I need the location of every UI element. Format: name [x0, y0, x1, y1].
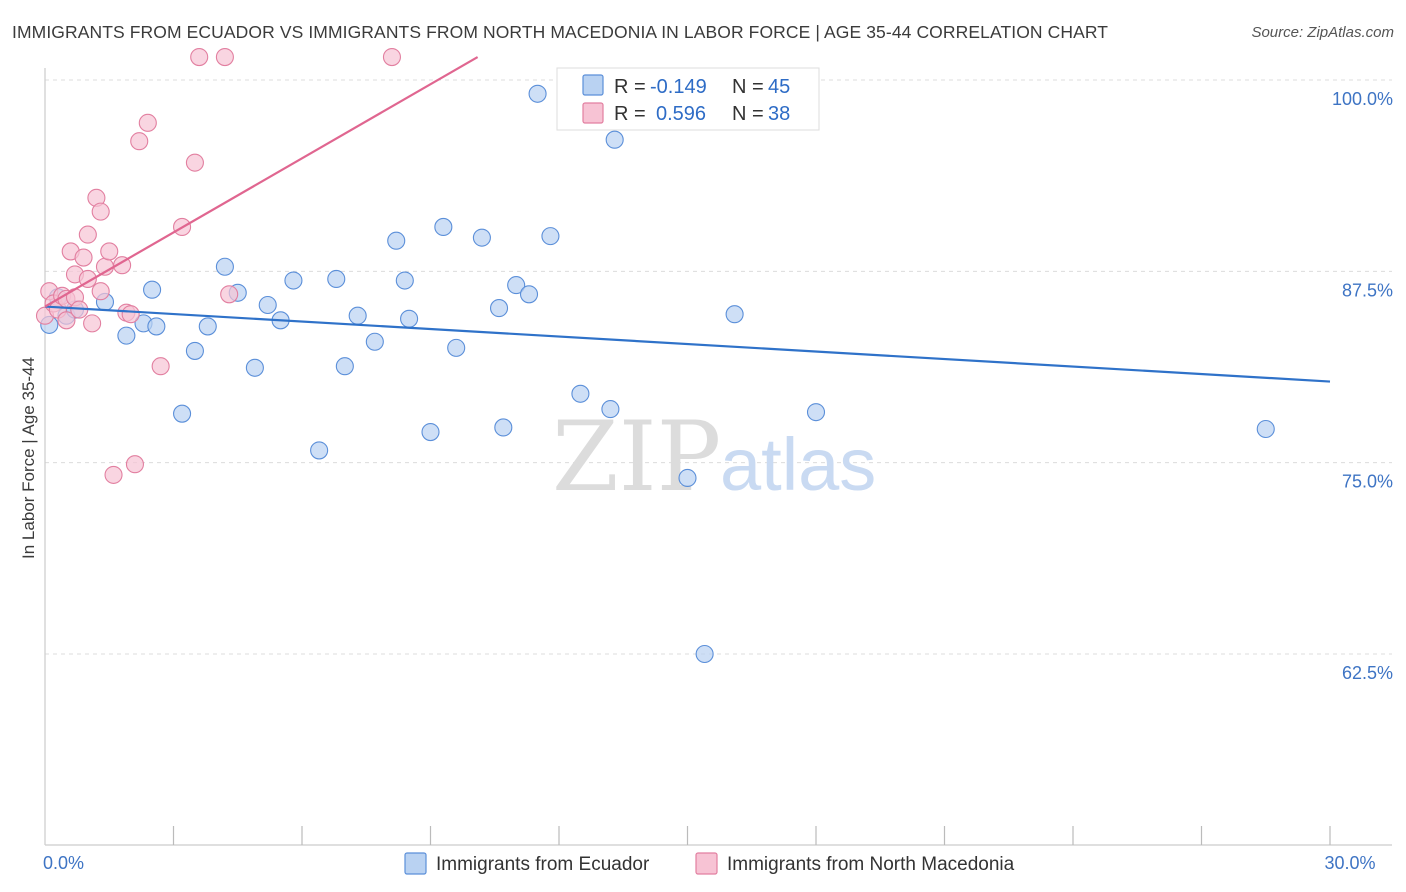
ecuador-point: [806, 403, 826, 422]
axes: [44, 68, 1392, 846]
macedonia-point: [113, 256, 132, 275]
macedonia-point: [125, 455, 144, 474]
macedonia-point: [151, 357, 170, 376]
ecuador-point: [117, 326, 136, 345]
macedonia-point: [78, 225, 97, 244]
series-macedonia-points: [35, 47, 402, 484]
ecuador-point: [284, 271, 303, 290]
series-legend: Immigrants from Ecuador Immigrants from …: [404, 852, 1015, 875]
x-tick-label: 0.0%: [43, 853, 84, 873]
macedonia-point: [121, 305, 140, 324]
ecuador-point: [173, 404, 192, 423]
ecuador-point: [395, 271, 414, 290]
series-ecuador-points: [40, 84, 1275, 664]
grid-lines: [45, 79, 1392, 655]
chart-title: IMMIGRANTS FROM ECUADOR VS IMMIGRANTS FR…: [12, 22, 1109, 42]
ecuador-point: [335, 357, 354, 376]
macedonia-point: [104, 465, 123, 484]
macedonia-point: [100, 242, 119, 261]
bottom-legend-label-macedonia: Immigrants from North Macedonia: [727, 854, 1015, 875]
ecuador-point: [387, 231, 406, 250]
watermark-zip: ZIP: [552, 401, 721, 513]
ecuador-point: [541, 227, 560, 246]
ecuador-point: [1256, 419, 1275, 439]
bottom-legend-swatch-ecuador: [404, 852, 427, 875]
macedonia-point: [57, 311, 76, 330]
ecuador-point: [185, 341, 204, 360]
macedonia-point: [74, 248, 93, 267]
tick-labels: 62.5% 75.0% 87.5% 100.0% 0.0% 30.0%: [43, 89, 1393, 873]
y-tick-label: 75.0%: [1342, 472, 1393, 492]
y-tick-label: 87.5%: [1342, 280, 1393, 300]
ecuador-point: [695, 644, 714, 664]
trend-lines: [44, 56, 1331, 383]
legend-r-label-macedonia: R =: [614, 103, 646, 125]
ecuador-point: [245, 358, 264, 377]
legend-r-label-ecuador: R =: [614, 76, 646, 98]
legend-n-label-macedonia: N =: [732, 103, 764, 125]
ecuador-point: [365, 332, 384, 351]
y-tick-label: 62.5%: [1342, 663, 1393, 683]
ecuador-point: [571, 384, 590, 403]
legend-r-value-ecuador: -0.149: [650, 76, 707, 98]
macedonia-point: [185, 153, 204, 172]
ecuador-point: [519, 285, 539, 304]
bottom-legend-label-ecuador: Immigrants from Ecuador: [436, 854, 650, 875]
ecuador-point: [601, 400, 620, 419]
ecuador-point: [215, 257, 234, 276]
ecuador-point: [678, 468, 697, 488]
ecuador-point: [400, 309, 419, 328]
ecuador-point: [507, 276, 526, 295]
ecuador-point: [147, 317, 166, 336]
ecuador-point: [489, 299, 509, 318]
source-credit: Source: ZipAtlas.com: [1251, 24, 1394, 41]
macedonia-point: [382, 47, 402, 67]
legend-n-value-macedonia: 38: [768, 103, 790, 125]
legend-n-value-ecuador: 45: [768, 76, 790, 98]
ecuador-point: [258, 295, 277, 315]
ecuador-trend-line: [44, 305, 1331, 383]
y-tick-label: 100.0%: [1332, 89, 1393, 109]
macedonia-point: [91, 282, 110, 301]
stats-legend: R = -0.149 N = 45 R = 0.596 N = 38: [556, 67, 820, 131]
macedonia-point: [220, 285, 239, 304]
macedonia-point: [215, 47, 234, 67]
ecuador-point: [198, 317, 217, 336]
ecuador-point: [725, 305, 744, 324]
macedonia-point: [91, 202, 110, 221]
legend-n-label-ecuador: N =: [732, 76, 764, 98]
macedonia-point: [138, 113, 157, 132]
bottom-legend-swatch-macedonia: [695, 852, 718, 875]
legend-swatch-macedonia: [582, 102, 604, 124]
ecuador-point: [421, 423, 440, 442]
ecuador-point: [605, 130, 624, 149]
y-axis-label: In Labor Force | Age 35-44: [19, 357, 38, 559]
ecuador-point: [143, 280, 162, 299]
ecuador-point: [472, 228, 491, 247]
watermark-atlas: atlas: [720, 423, 876, 506]
legend-r-value-macedonia: 0.596: [656, 103, 706, 125]
ecuador-point: [348, 306, 367, 325]
legend-swatch-ecuador: [582, 74, 604, 96]
ecuador-point: [434, 217, 453, 236]
ecuador-point: [528, 84, 547, 103]
macedonia-point: [83, 314, 102, 333]
macedonia-point: [190, 47, 209, 67]
ecuador-point: [310, 441, 329, 460]
ecuador-point: [447, 338, 466, 357]
ecuador-point: [327, 269, 346, 289]
macedonia-trend-line: [44, 56, 479, 308]
ecuador-point: [494, 418, 513, 437]
x-tick-label: 30.0%: [1324, 853, 1375, 873]
macedonia-point: [130, 132, 149, 151]
